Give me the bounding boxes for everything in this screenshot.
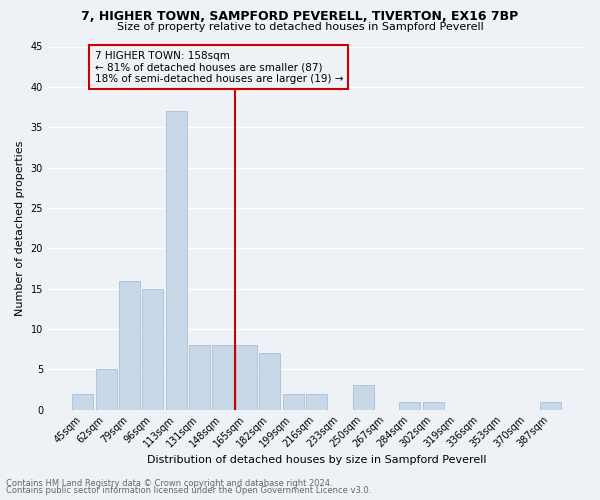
Text: 7 HIGHER TOWN: 158sqm
← 81% of detached houses are smaller (87)
18% of semi-deta: 7 HIGHER TOWN: 158sqm ← 81% of detached …: [95, 50, 343, 84]
Text: Contains HM Land Registry data © Crown copyright and database right 2024.: Contains HM Land Registry data © Crown c…: [6, 478, 332, 488]
Bar: [189, 345, 210, 410]
Bar: [539, 402, 560, 409]
Text: Contains public sector information licensed under the Open Government Licence v3: Contains public sector information licen…: [6, 486, 371, 495]
Text: 7, HIGHER TOWN, SAMPFORD PEVERELL, TIVERTON, EX16 7BP: 7, HIGHER TOWN, SAMPFORD PEVERELL, TIVER…: [82, 10, 518, 23]
Bar: [306, 394, 327, 409]
X-axis label: Distribution of detached houses by size in Sampford Peverell: Distribution of detached houses by size …: [147, 455, 486, 465]
Bar: [212, 345, 233, 410]
Bar: [400, 402, 421, 409]
Bar: [423, 402, 444, 409]
Bar: [283, 394, 304, 409]
Bar: [95, 370, 117, 410]
Text: Size of property relative to detached houses in Sampford Peverell: Size of property relative to detached ho…: [116, 22, 484, 32]
Bar: [119, 280, 140, 409]
Bar: [353, 386, 374, 409]
Bar: [142, 288, 163, 410]
Bar: [166, 111, 187, 410]
Bar: [236, 345, 257, 410]
Bar: [73, 394, 94, 409]
Bar: [259, 353, 280, 410]
Y-axis label: Number of detached properties: Number of detached properties: [15, 140, 25, 316]
